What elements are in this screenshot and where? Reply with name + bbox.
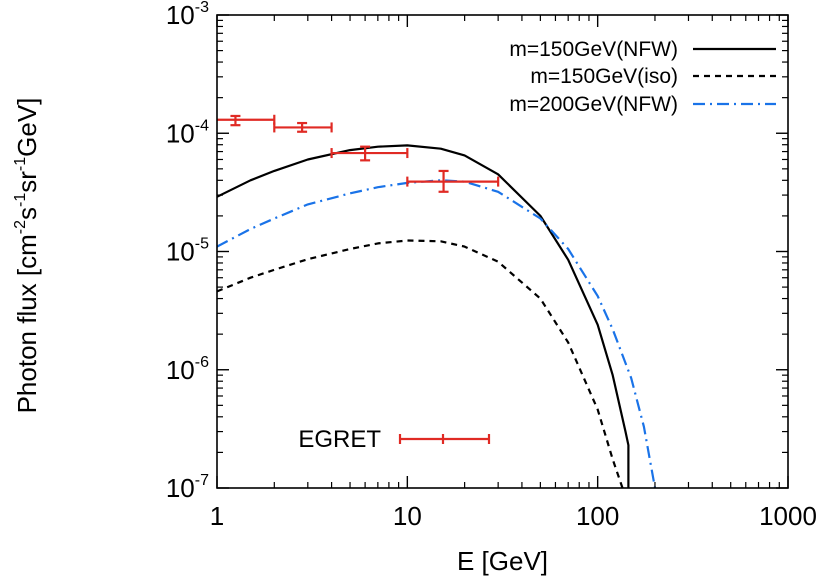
y-tick-label: 10-4: [166, 117, 209, 148]
legend-label-2: m=150GeV(iso): [530, 65, 678, 88]
tick-label-layer: 1 10 100 1000 10-7 10-6 10-5 10-4 10-3: [166, 0, 817, 531]
y-tick-label: 10-5: [166, 236, 209, 267]
y-axis-title-prefix: Photon flux [cm: [12, 234, 42, 413]
y-tick-label: 10-7: [166, 472, 209, 503]
x-tick-label: 10: [393, 501, 422, 531]
egret-legend-sample: [398, 434, 491, 444]
series-line-1: [217, 144, 630, 488]
series-line-3: [217, 179, 657, 488]
x-tick-label: 100: [576, 501, 619, 531]
legend-label-1: m=150GeV(NFW): [509, 38, 678, 61]
egret-legend: EGRET: [298, 426, 491, 453]
x-axis-title: E [GeV]: [457, 546, 548, 576]
plot-frame: [216, 14, 789, 489]
egret-point-3: [330, 145, 409, 162]
y-axis-title-exp2: -1: [12, 193, 29, 207]
egret-legend-label: EGRET: [298, 426, 381, 453]
y-axis-title-mid2: sr: [12, 171, 42, 193]
x-tick-label: 1000: [759, 501, 817, 531]
y-axis-title: Photon flux [cm-2s-1sr-1GeV]: [12, 98, 42, 414]
egret-point-2: [273, 121, 333, 133]
y-axis-title-mid1: s: [12, 207, 42, 220]
curve-layer: [217, 144, 657, 488]
egret-point-1: [217, 114, 276, 127]
egret-point-4: [406, 169, 500, 193]
y-axis-title-exp3: -1: [12, 157, 29, 171]
y-axis-title-suffix: GeV]: [12, 98, 42, 157]
series-line-2: [217, 239, 624, 488]
y-axis-title-exp1: -2: [12, 220, 29, 234]
legend: m=150GeV(NFW) m=150GeV(iso) m=200GeV(NFW): [509, 38, 776, 116]
x-tick-label: 1: [210, 501, 224, 531]
legend-label-3: m=200GeV(NFW): [509, 93, 678, 116]
egret-data-layer: [217, 114, 500, 193]
tick-layer: [216, 14, 789, 489]
y-tick-label: 10-3: [166, 0, 209, 30]
y-tick-label: 10-6: [166, 354, 209, 385]
